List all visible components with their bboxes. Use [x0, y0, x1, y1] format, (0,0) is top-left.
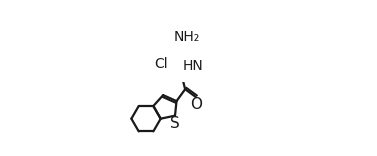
Text: Cl: Cl [155, 57, 168, 71]
Text: NH₂: NH₂ [173, 30, 200, 44]
Text: S: S [170, 116, 180, 131]
Text: O: O [190, 97, 202, 112]
Text: HN: HN [182, 59, 203, 73]
